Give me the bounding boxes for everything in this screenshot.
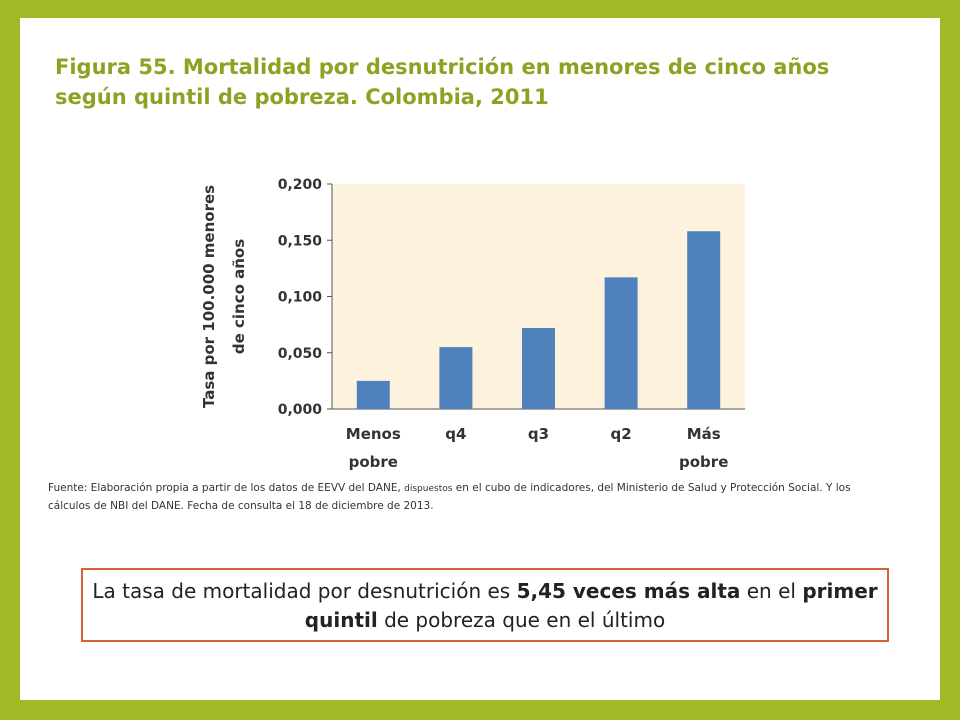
callout-box: La tasa de mortalidad por desnutrición e… [81,568,889,642]
figure-title: Figura 55. Mortalidad por desnutrición e… [55,52,855,112]
y-axis-label: Tasa por 100.000 menores de cinco años [200,185,248,408]
y-tick-label: 0,100 [278,290,323,306]
x-tick-label: q4 [445,425,466,443]
callout-text-3: de pobreza que en el último [377,608,666,632]
y-axis-label-line: de cinco años [230,239,248,354]
source-part1: Fuente: Elaboración propia a partir de l… [48,482,405,494]
bar-2 [439,347,473,409]
source-part2: dispuestos [404,484,453,494]
x-tick-label: Más [687,425,721,443]
callout-text-1: La tasa de mortalidad por desnutrición e… [92,579,517,603]
callout-text-2: en el [740,579,803,603]
source-note: Fuente: Elaboración propia a partir de l… [48,480,868,515]
y-axis-label-line: Tasa por 100.000 menores [200,185,218,408]
y-tick-label: 0,200 [278,177,323,193]
x-tick-label: pobre [679,453,728,471]
bar-5 [687,231,721,409]
y-tick-label: 0,150 [278,233,323,249]
bar-1 [356,380,390,409]
callout-bold-2: primer quintil [304,579,878,632]
bar-4 [604,277,638,409]
bar-3 [522,328,555,409]
bar-chart: 0,000 0,050 0,100 0,150 0,200 Menos pobre q4 q3 q… [200,177,745,471]
y-tick-label: 0,050 [278,346,323,362]
x-tick-label: pobre [349,453,398,471]
x-tick-label: q3 [528,425,549,443]
figure-title-line2: según quintil de pobreza. Colombia, 2011 [55,85,549,109]
figure-title-line1: Figura 55. Mortalidad por desnutrición e… [55,55,830,79]
source-part3: en el cubo de indicadores, del Ministeri… [48,482,851,512]
y-tick-label: 0,000 [278,402,323,418]
x-tick-label: Menos [346,425,401,443]
x-tick-label: q2 [611,425,632,443]
callout-bold-1: 5,45 veces más alta [516,579,741,603]
